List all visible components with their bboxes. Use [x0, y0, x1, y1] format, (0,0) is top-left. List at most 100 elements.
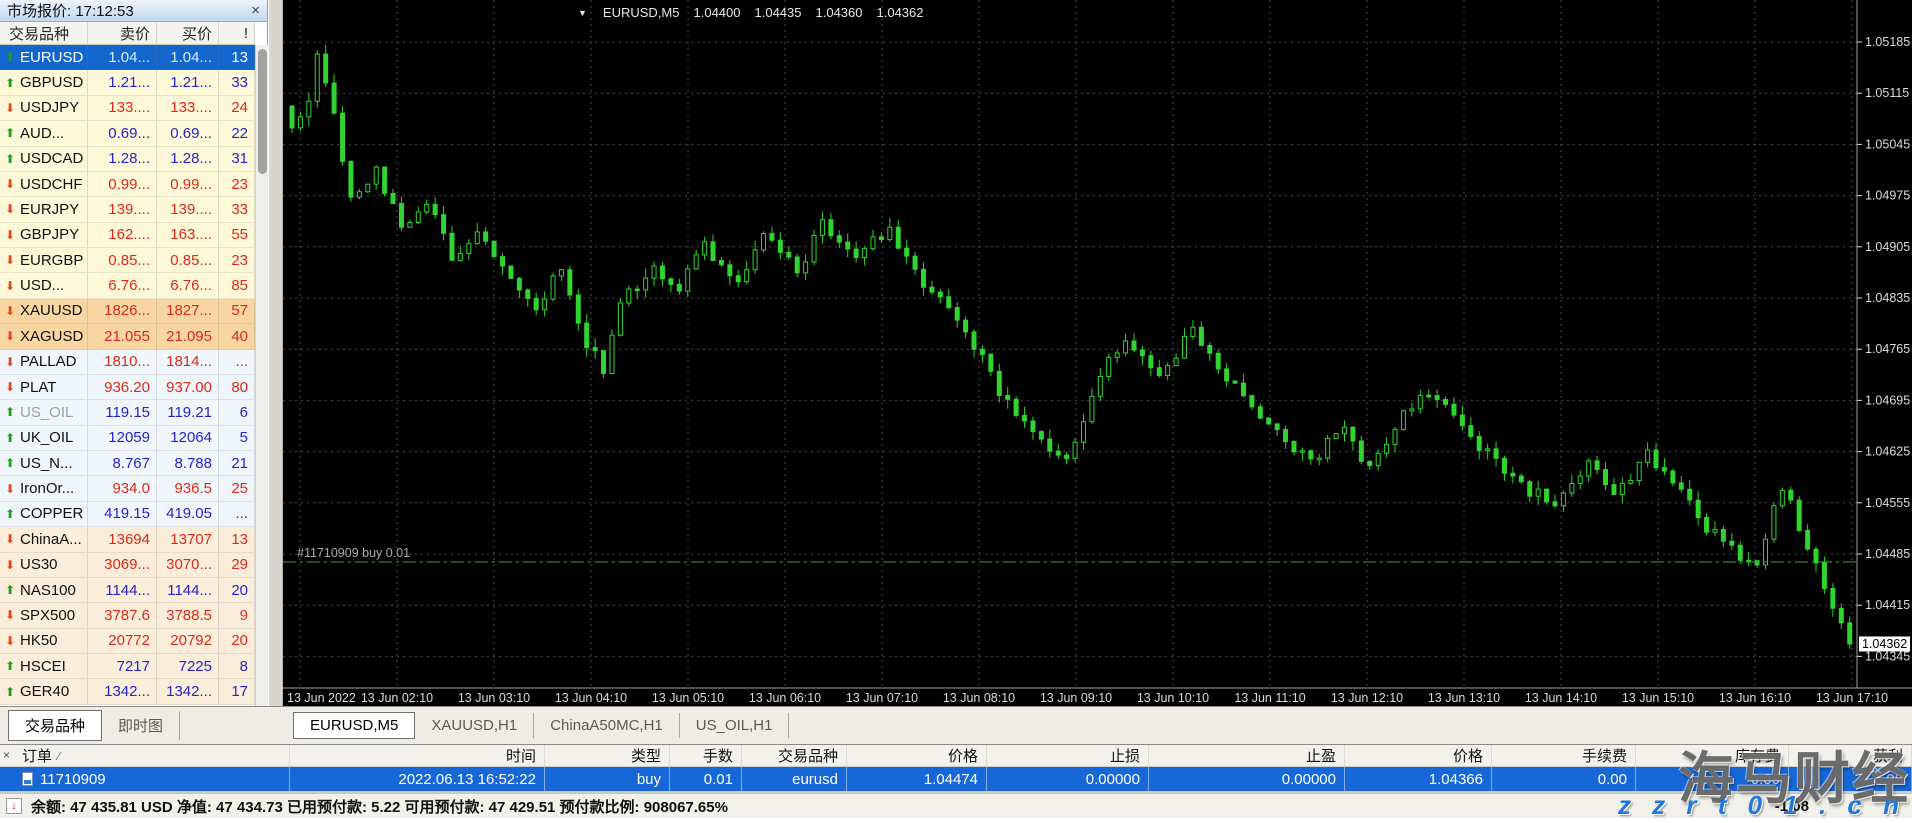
market-watch-titlebar[interactable]: 市场报价: 17:12:53 ×	[0, 0, 267, 22]
toolbox-column-9[interactable]: 手续费	[1492, 745, 1636, 766]
order-cell-1: 2022.06.13 16:52:22	[290, 767, 545, 791]
market-tab--[interactable]: 即时图	[102, 711, 181, 740]
spread-value: 20	[219, 628, 255, 653]
market-row-eurusd[interactable]: ⬆ EURUSD 1.04... 1.04... 13	[0, 45, 255, 71]
market-row-usdchf[interactable]: ⬇ USDCHF 0.99... 0.99... 23	[0, 171, 255, 198]
price-chart[interactable]: #11710909 buy 0.01 1.05185 1.05115 1.05045 1…	[283, 0, 1912, 706]
account-status-bar: ↓ 余额: 47 435.81 USD 净值: 47 434.73 已用预付款:…	[0, 793, 1912, 818]
chevron-down-icon[interactable]: ▼	[578, 7, 587, 18]
up-arrow-icon: ⬆	[4, 456, 16, 471]
market-row-eurgbp[interactable]: ⬇ EURGBP 0.85... 0.85... 23	[0, 248, 255, 274]
market-row-chinaa[interactable]: ⬇ ChinaA... 13694 13707 13	[0, 527, 255, 553]
market-tab--[interactable]: 交易品种	[8, 710, 103, 741]
sell-price: 3069...	[88, 552, 157, 577]
toolbox-column-6[interactable]: 止损	[987, 745, 1149, 766]
svg-text:1.04835: 1.04835	[1865, 291, 1910, 305]
market-row-ironor[interactable]: ⬇ IronOr... 934.0 936.5 25	[0, 476, 255, 502]
market-row-hk50[interactable]: ⬇ HK50 20772 20792 20	[0, 628, 255, 654]
toolbox-column-10[interactable]: 库存费	[1636, 745, 1789, 766]
market-watch-scrollbar[interactable]	[255, 45, 268, 706]
market-row-usdcad[interactable]: ⬆ USDCAD 1.28... 1.28... 31	[0, 146, 255, 172]
toolbox-column-2[interactable]: 类型	[545, 745, 670, 766]
toolbox-column-11[interactable]: 获利	[1789, 745, 1912, 766]
market-row-us30[interactable]: ⬇ US30 3069... 3070... 29	[0, 552, 255, 578]
market-row-usdjpy[interactable]: ⬇ USDJPY 133.... 133.... 24	[0, 95, 255, 122]
down-arrow-icon: ⬇	[4, 532, 16, 547]
spread-value: 85	[219, 273, 255, 298]
toolbox-column-8[interactable]: 价格	[1345, 745, 1492, 766]
chart-tab-eurusd-m5[interactable]: EURUSD,M5	[293, 712, 416, 739]
symbol-name: PALLAD	[20, 353, 77, 371]
up-arrow-icon: ⬆	[4, 126, 16, 141]
market-watch-column-headers: 交易品种 卖价 买价 !	[0, 22, 255, 45]
market-row-spx500[interactable]: ⬇ SPX500 3787.6 3788.5 9	[0, 603, 255, 629]
symbol-name: ChinaA...	[20, 530, 82, 548]
market-row-usd[interactable]: ⬇ USD... 6.76... 6.76... 85	[0, 273, 255, 299]
buy-price: 1144...	[157, 577, 219, 603]
market-row-copper[interactable]: ⬆ COPPER 419.15 419.05...	[0, 501, 255, 528]
svg-text:13 Jun 17:10: 13 Jun 17:10	[1816, 691, 1888, 705]
scrollbar-thumb[interactable]	[258, 49, 267, 174]
column-header-sell[interactable]: 卖价	[88, 22, 157, 44]
market-row-gbpusd[interactable]: ⬆ GBPUSD 1.21... 1.21... 33	[0, 70, 255, 96]
column-header-symbol[interactable]: 交易品种	[0, 22, 88, 44]
svg-text:1.04555: 1.04555	[1865, 496, 1910, 510]
buy-price: 7225	[157, 654, 219, 679]
spread-value: ...	[219, 349, 255, 374]
bottom-tabstrip: 交易品种 即时图 EURUSD,M5 XAUUSD,H1 ChinaA50MC,H1 U…	[0, 706, 1912, 744]
market-row-xagusd[interactable]: ⬇ XAGUSD 21.055 21.095 40	[0, 324, 255, 350]
spread-value: 9	[219, 603, 255, 628]
buy-price: 20792	[157, 628, 219, 653]
market-row-eurjpy[interactable]: ⬇ EURJPY 139.... 139.... 33	[0, 197, 255, 223]
market-row-usn[interactable]: ⬆ US_N... 8.767 8.788 21	[0, 451, 255, 477]
market-row-pallad[interactable]: ⬇ PALLAD 1810... 1814......	[0, 349, 255, 375]
toolbox-column-7[interactable]: 止盈	[1149, 745, 1345, 766]
market-row-ger40[interactable]: ⬆ GER40 1342... 1342... 17	[0, 679, 255, 705]
sell-price: 1.28...	[88, 146, 157, 171]
column-header-spread[interactable]: !	[219, 22, 255, 44]
history-arrow-icon: ↓	[6, 798, 22, 814]
chart-tab-xauusd-h1[interactable]: XAUUSD,H1	[415, 713, 535, 738]
market-row-nas100[interactable]: ⬆ NAS100 1144... 1144... 20	[0, 577, 255, 604]
market-row-gbpjpy[interactable]: ⬇ GBPJPY 162.... 163.... 55	[0, 222, 255, 248]
svg-text:13 Jun 15:10: 13 Jun 15:10	[1622, 691, 1694, 705]
order-cell-3: 0.01	[670, 767, 742, 791]
market-watch-list: ⬆ EURUSD 1.04... 1.04... 13 ⬆ GBPUSD 1.21... 1.2…	[0, 45, 255, 706]
symbol-name: GER40	[20, 683, 70, 701]
market-row-aud[interactable]: ⬆ AUD... 0.69... 0.69... 22	[0, 121, 255, 147]
toolbox-column-5[interactable]: 价格	[847, 745, 987, 766]
market-row-hscei[interactable]: ⬆ HSCEI 7217 7225 8	[0, 654, 255, 680]
toolbox-column-0[interactable]: 订单 ∕	[0, 745, 290, 766]
spread-value: 13	[219, 45, 255, 70]
market-row-ukoil[interactable]: ⬆ UK_OIL 12059 12064 5	[0, 425, 255, 451]
buy-price: 0.99...	[157, 171, 219, 197]
market-row-plat[interactable]: ⬇ PLAT 936.20 937.00 80	[0, 374, 255, 401]
close-icon[interactable]: ×	[251, 2, 260, 19]
toolbox-column-3[interactable]: 手数	[670, 745, 742, 766]
panel-splitter[interactable]	[269, 0, 283, 744]
sell-price: 133....	[88, 95, 157, 121]
order-cell-11: -1.08	[1789, 767, 1912, 791]
market-row-usoil[interactable]: ⬆ US_OIL 119.15 119.21 6	[0, 400, 255, 426]
chart-tab-us-oil-h1[interactable]: US_OIL,H1	[680, 713, 790, 738]
symbol-name: AUD...	[20, 124, 65, 142]
svg-text:13 Jun 11:10: 13 Jun 11:10	[1234, 691, 1305, 705]
sell-price: 936.20	[88, 374, 157, 400]
spread-value: ...	[219, 501, 255, 527]
sell-price: 1144...	[88, 577, 157, 603]
toolbox-close-icon[interactable]: ×	[3, 748, 11, 762]
symbol-name: IronOr...	[20, 480, 75, 498]
order-cell-4: eurusd	[742, 767, 847, 791]
order-row[interactable]: 11710909 2022.06.13 16:52:22 buy 0.01 eurusd…	[0, 767, 1912, 791]
market-row-xauusd[interactable]: ⬇ XAUUSD 1826... 1827... 57	[0, 298, 255, 325]
spread-value: 33	[219, 70, 255, 95]
svg-text:1.04765: 1.04765	[1865, 342, 1910, 356]
column-header-buy[interactable]: 买价	[157, 22, 219, 44]
toolbox-column-4[interactable]: 交易品种	[742, 745, 847, 766]
sell-price: 0.69...	[88, 121, 157, 146]
chart-tab-chinaa50mc-h1[interactable]: ChinaA50MC,H1	[534, 713, 680, 738]
toolbox-column-1[interactable]: 时间	[290, 745, 545, 766]
symbol-name: XAGUSD	[20, 327, 84, 345]
down-arrow-icon: ⬇	[4, 202, 16, 217]
